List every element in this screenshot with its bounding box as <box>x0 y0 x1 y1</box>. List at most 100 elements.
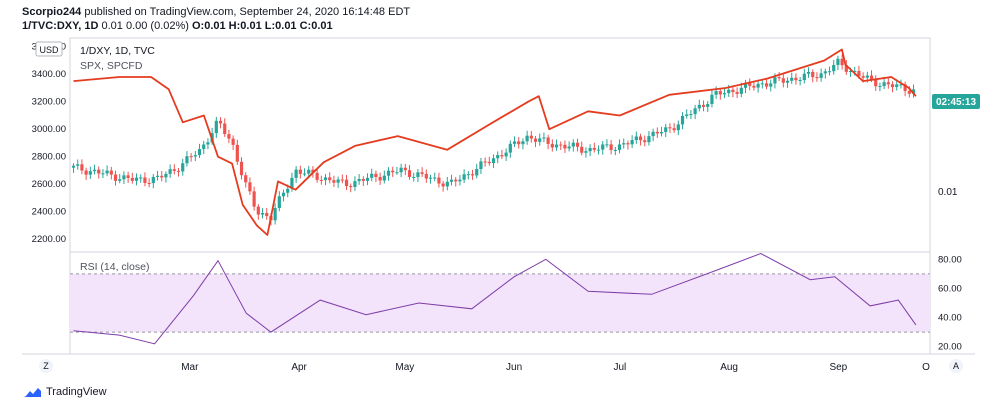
candle-down <box>315 172 319 180</box>
log-button-label[interactable]: O <box>922 362 930 373</box>
candle-down <box>731 89 735 93</box>
candle-down <box>886 82 890 85</box>
price-tick-label: 3200.00 <box>32 97 66 108</box>
tradingview-logo[interactable]: TradingView <box>22 386 107 398</box>
rsi-tick-label: 80.00 <box>938 254 962 265</box>
candle-down <box>239 161 244 176</box>
candle-up <box>260 212 265 215</box>
candle-down <box>668 127 672 129</box>
candle-down <box>869 75 874 80</box>
candle-up <box>521 141 525 145</box>
candle-up <box>596 149 601 151</box>
candle-down <box>403 167 407 171</box>
candle-up <box>412 176 416 178</box>
candle-up <box>538 138 542 142</box>
candle-up <box>193 155 197 157</box>
header-published-line: Scorpio244 published on TradingView.com,… <box>22 6 410 18</box>
candle-down <box>840 58 844 66</box>
candle-down <box>407 170 412 177</box>
rsi-band <box>70 273 930 333</box>
candle-down <box>248 182 252 192</box>
candle-down <box>349 186 353 188</box>
candle-up <box>622 143 626 145</box>
candle-up <box>336 179 340 183</box>
zoom-button-label: Z <box>43 361 49 371</box>
candle-up <box>697 104 701 109</box>
candle-up <box>139 177 143 179</box>
candle-down <box>811 71 815 78</box>
candle-down <box>340 179 344 181</box>
candle-down <box>592 147 596 150</box>
main-pane[interactable] <box>69 37 931 253</box>
candle-down <box>752 85 756 88</box>
candle-up <box>185 156 189 164</box>
candle-down <box>437 177 441 184</box>
candle-up <box>601 144 605 150</box>
candle-up <box>685 114 689 116</box>
candle-down <box>176 170 181 172</box>
candle-down <box>563 144 567 149</box>
candle-up <box>605 144 609 146</box>
candle-down <box>890 84 895 88</box>
candle-down <box>903 84 907 92</box>
candle-up <box>878 86 882 88</box>
zoom-button[interactable] <box>39 359 53 373</box>
candle-up <box>680 115 685 125</box>
candle-down <box>748 82 752 86</box>
candle-up <box>428 177 433 179</box>
candle-up <box>710 94 714 105</box>
candle-up <box>676 124 680 131</box>
candle-up <box>449 179 454 182</box>
x-axis-label: May <box>395 362 414 373</box>
candle-up <box>647 136 651 143</box>
candle-up <box>118 179 122 181</box>
candle-up <box>445 181 449 187</box>
price-tick-label: 3400.00 <box>32 69 66 80</box>
candle-up <box>571 142 575 147</box>
candle-up <box>105 170 109 174</box>
auto-scale-button[interactable] <box>949 359 963 373</box>
candle-up <box>357 179 361 182</box>
candle-up <box>134 177 139 181</box>
candle-up <box>865 75 869 78</box>
candle-down <box>130 177 134 181</box>
candle-down <box>189 156 193 158</box>
candle-up <box>286 188 290 193</box>
candle-up <box>798 80 802 82</box>
tradingview-cloud-icon <box>24 388 41 397</box>
candle-up <box>706 104 710 107</box>
candle-up <box>181 163 185 172</box>
candle-up <box>155 175 160 177</box>
price-tick-label: 2800.00 <box>32 152 66 163</box>
candle-up <box>567 146 571 149</box>
candle-up <box>819 73 823 78</box>
rsi-tick-label: 60.00 <box>938 283 962 294</box>
candle-down <box>143 177 147 183</box>
candle-up <box>386 170 391 176</box>
candle-down <box>626 143 630 145</box>
left-price-scale: 2200.00 2400.00 2600.00 2800.00 3000.00 3200.… <box>32 42 66 245</box>
candle-up <box>122 175 126 180</box>
candle-up <box>76 164 80 166</box>
candle-up <box>365 177 370 181</box>
candle-down <box>218 120 223 124</box>
candle-up <box>773 77 777 84</box>
candle-down <box>874 79 878 87</box>
candle-down <box>815 77 819 79</box>
candle-down <box>109 170 113 175</box>
symbol-prefix: 1/TVC:DXY, 1D <box>22 20 99 32</box>
candle-down <box>500 155 504 157</box>
price-tick-label: 2600.00 <box>32 179 66 190</box>
x-axis-label: Jul <box>613 362 626 373</box>
candle-down <box>580 146 584 153</box>
published-text: published on TradingView.com, September … <box>84 6 411 18</box>
candle-down <box>861 76 865 78</box>
candle-down <box>84 170 88 175</box>
candle-up <box>760 83 764 85</box>
candle-down <box>559 144 563 146</box>
candle-up <box>664 127 668 133</box>
candle-up <box>853 70 857 72</box>
candle-up <box>525 135 529 142</box>
candle-up <box>491 158 496 164</box>
